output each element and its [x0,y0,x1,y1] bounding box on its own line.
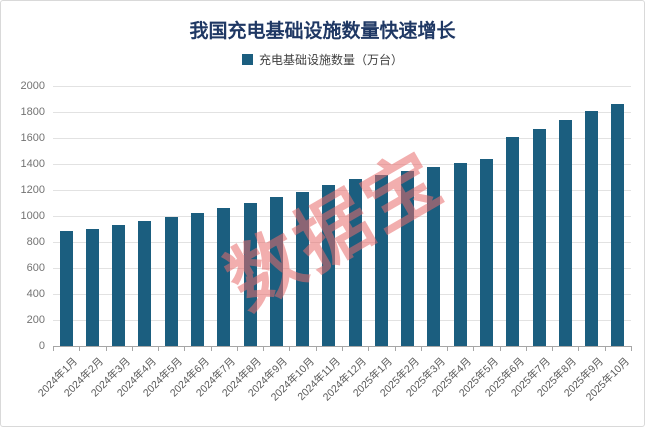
bar-2025年8月 [558,120,572,346]
x-axis-tick [578,347,580,351]
y-axis-tick-label: 800 [26,235,45,248]
y-gridline [53,241,631,243]
bar-2024年11月 [322,185,336,346]
bar-2024年1月 [59,230,73,346]
x-axis-tick [53,347,54,351]
y-gridline [53,267,631,269]
x-axis-tick [105,347,107,351]
bar-2024年2月 [85,228,99,346]
bar-2024年4月 [138,221,152,346]
y-gridline [53,85,631,87]
x-axis-tick [473,347,475,351]
chart-title: 我国充电基础设施数量快速增长 [189,21,456,42]
x-axis-tick [158,347,160,351]
x-axis-tick [420,347,422,351]
y-axis-tick-label: 1200 [20,183,45,196]
x-axis-tick [236,347,238,351]
x-axis-tick [394,347,396,351]
bar-2024年9月 [269,197,283,346]
y-gridline [53,319,631,321]
y-gridline [53,215,631,217]
y-axis-tick-label: 200 [26,313,45,326]
bar-2025年7月 [532,128,546,346]
bar-2025年2月 [401,170,415,346]
x-axis-tick [289,347,291,351]
bar-2025年9月 [585,111,599,346]
bar-2024年3月 [112,224,126,346]
y-axis-tick-label: 1600 [20,131,45,144]
x-axis-tick [342,347,343,351]
x-axis-tick [631,347,632,351]
y-gridline [53,163,631,165]
bar-2024年12月 [348,179,362,346]
bar-2024年10月 [296,191,310,346]
y-axis-tick-label: 1400 [20,157,45,170]
x-axis-tick [604,347,606,351]
legend-marker-icon [241,54,253,65]
x-axis-tick [184,347,186,351]
y-axis-tick-label: 2000 [20,79,45,92]
bar-2024年5月 [164,217,178,346]
y-axis-tick-label: 0 [38,339,45,352]
x-axis-tick [263,347,265,351]
x-axis-tick [131,347,133,351]
x-axis-tick [499,347,501,351]
x-axis-tick [79,347,81,351]
y-axis-tick-label: 1800 [20,105,45,118]
y-axis-tick-label: 400 [26,287,45,300]
bar-2025年10月 [611,103,625,346]
y-axis-tick-label: 600 [26,261,45,274]
y-gridline [53,111,631,113]
x-axis-line [53,346,632,347]
chart-legend: 充电基础设施数量（万台） [1,51,644,68]
bar-2025年1月 [374,174,388,346]
y-gridline [53,293,631,295]
y-gridline [53,189,631,191]
bar-2025年5月 [480,158,493,346]
bar-2025年3月 [427,167,441,346]
legend-label: 充电基础设施数量（万台） [258,53,403,67]
x-axis-tick [525,347,527,351]
bar-2025年4月 [453,162,467,346]
x-axis-tick [368,347,370,351]
bar-2024年8月 [243,203,257,346]
x-axis-tick [210,347,212,351]
bar-2024年7月 [217,208,231,346]
bar-2024年6月 [191,212,204,346]
x-axis-tick [447,347,449,351]
y-axis-tick-label: 1000 [20,209,45,222]
x-axis-tick [315,347,317,351]
bar-2025年6月 [506,136,520,346]
x-axis-tick [552,347,554,351]
y-gridline [53,137,631,139]
